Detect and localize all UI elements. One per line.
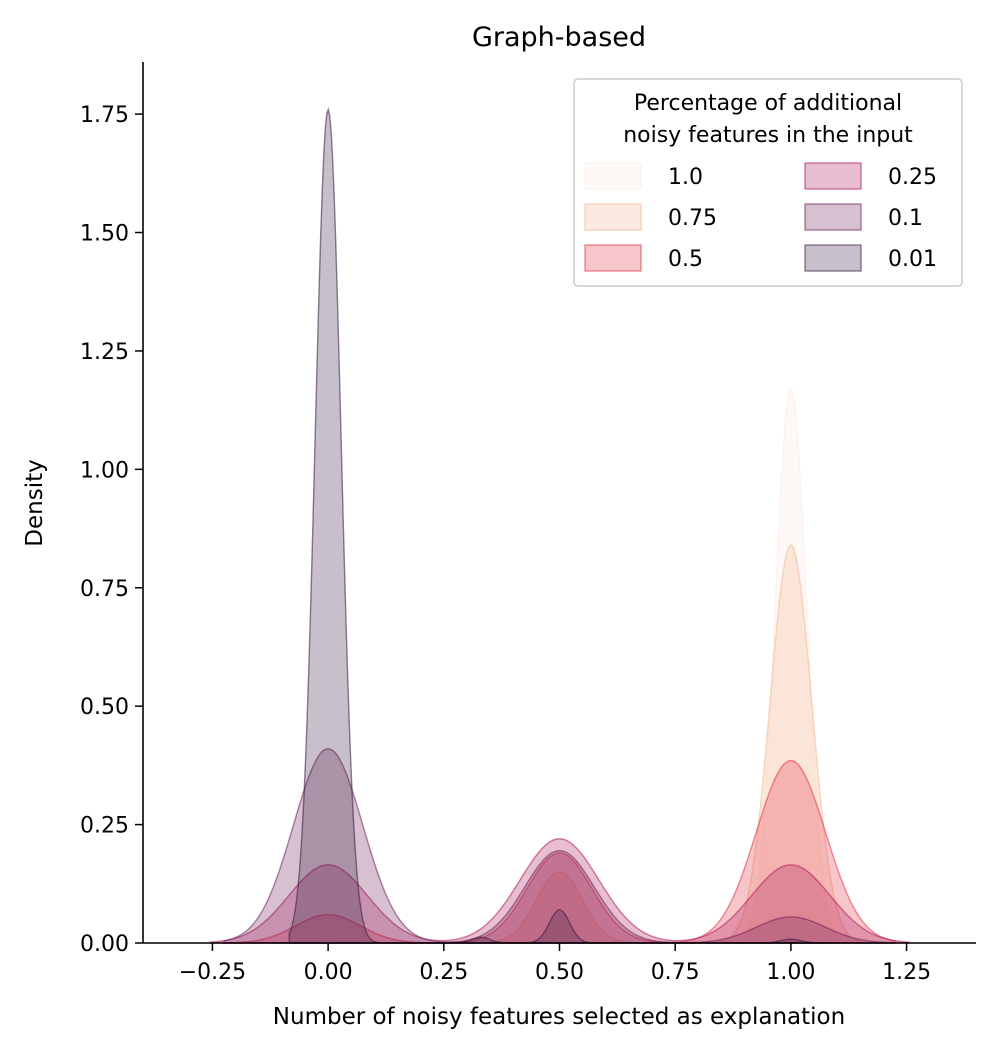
legend-label: 0.25 <box>888 165 937 190</box>
legend-swatch <box>804 162 862 190</box>
legend-swatch <box>584 244 642 272</box>
density-area-0_25 <box>209 838 910 944</box>
density-area-0_1 <box>223 748 896 944</box>
density-area-1_0 <box>742 388 839 944</box>
legend-label: 0.01 <box>888 247 937 272</box>
legend-title-line-1: Percentage of additional <box>634 91 902 116</box>
x-tick-label: 1.25 <box>882 960 931 985</box>
legend-frame <box>573 78 963 287</box>
x-tick-label: 1.00 <box>766 960 815 985</box>
legend-swatch <box>804 244 862 272</box>
density-area-0_5 <box>223 759 896 944</box>
legend-label: 0.5 <box>668 247 703 272</box>
legend-swatch <box>584 203 642 231</box>
legend-label: 1.0 <box>668 165 703 190</box>
x-ticks: −0.25 0.00 0.25 0.50 0.75 1.00 1.25 <box>179 943 931 985</box>
plot-area <box>209 106 910 944</box>
y-tick-label: 0.50 <box>80 695 129 720</box>
chart-title: Graph-based <box>472 22 646 53</box>
y-tick-label: 1.50 <box>80 222 129 247</box>
y-axis-label: Density <box>22 459 48 546</box>
legend-label: 0.1 <box>888 206 923 231</box>
x-tick-label: 0.75 <box>651 960 700 985</box>
legend-entries: 1.0 0.75 0.5 0.25 0.1 0.01 <box>584 162 937 272</box>
legend-swatch <box>584 162 642 190</box>
y-tick-label: 0.75 <box>80 577 129 602</box>
y-ticks: 0.00 0.25 0.50 0.75 1.00 1.25 1.50 1.75 <box>80 103 143 957</box>
y-tick-label: 0.00 <box>80 932 129 957</box>
x-tick-label: 0.50 <box>535 960 584 985</box>
legend-title-line-2: noisy features in the input <box>623 123 913 148</box>
y-tick-label: 1.25 <box>80 340 129 365</box>
legend-swatch <box>804 203 862 231</box>
y-tick-label: 1.00 <box>80 458 129 483</box>
y-tick-label: 0.25 <box>80 814 129 839</box>
y-tick-label: 1.75 <box>80 103 129 128</box>
x-tick-label: 0.00 <box>304 960 353 985</box>
legend: Percentage of additional noisy features … <box>573 78 963 287</box>
legend-label: 0.75 <box>668 206 717 231</box>
x-tick-label: 0.25 <box>419 960 468 985</box>
x-axis-label: Number of noisy features selected as exp… <box>273 1004 845 1030</box>
x-tick-label: −0.25 <box>179 960 246 985</box>
